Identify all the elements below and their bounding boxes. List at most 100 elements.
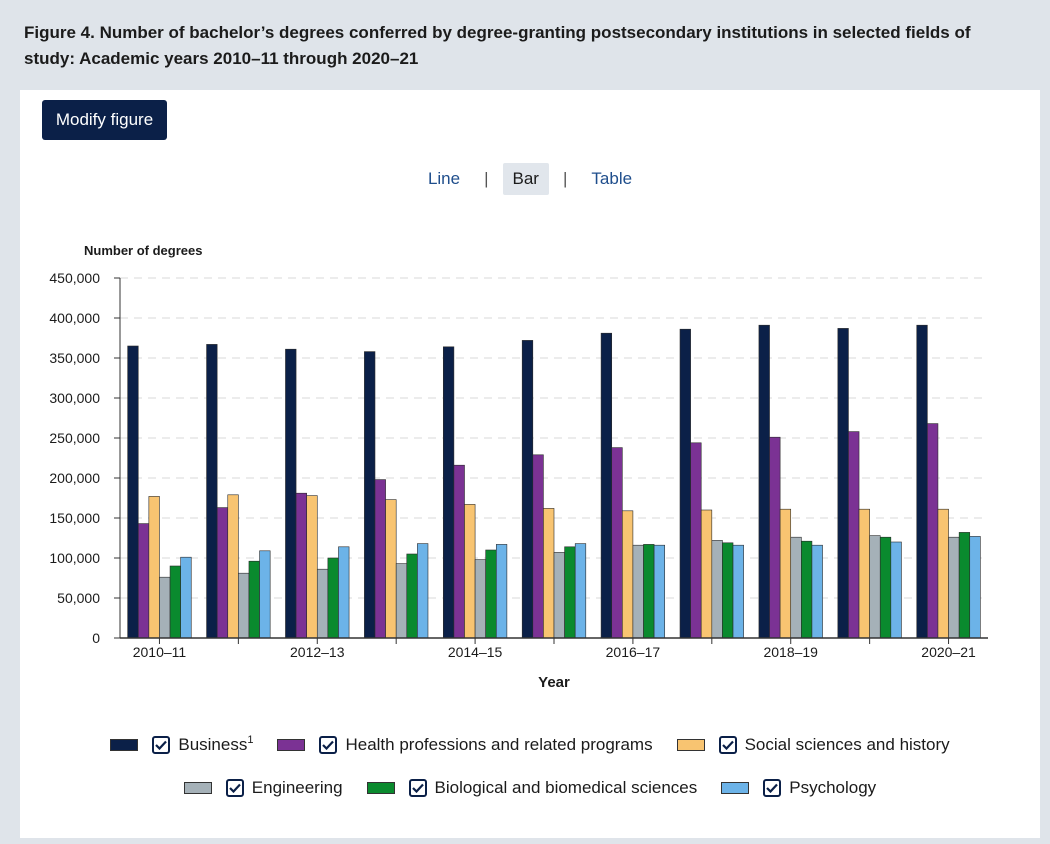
checkmark-icon [322, 740, 335, 750]
bar [306, 495, 318, 639]
y-tick-label: 350,000 [49, 350, 100, 366]
bar [848, 431, 860, 639]
bar [690, 442, 702, 639]
legend-series-name: Psychology [789, 778, 877, 797]
legend-label: Psychology [789, 778, 876, 798]
bar [553, 552, 565, 639]
bar [206, 344, 218, 639]
legend-row: Engineering Biological and biomedical sci… [20, 773, 1040, 803]
bar [127, 345, 139, 639]
bar [758, 324, 770, 639]
legend-item[interactable]: Social sciences and history [676, 735, 950, 755]
bar [779, 508, 792, 639]
bar [521, 340, 534, 639]
legend-swatch [110, 739, 139, 751]
y-tick-label: 50,000 [57, 590, 100, 606]
bar [811, 544, 823, 639]
bar [453, 464, 465, 639]
bar [543, 508, 555, 639]
chart-legend: Business1 Health professions and related … [20, 730, 1040, 816]
x-tick-label: 2012–13 [290, 644, 345, 660]
bar [285, 348, 297, 639]
bar [495, 544, 508, 639]
legend-checkbox[interactable] [718, 736, 737, 754]
y-tick-label: 250,000 [49, 430, 100, 446]
y-tick-label: 450,000 [49, 270, 100, 286]
bar [858, 508, 870, 639]
bar [137, 523, 150, 639]
legend-row: Business1 Health professions and related … [20, 730, 1040, 760]
bar [879, 536, 892, 639]
y-tick-label: 400,000 [49, 310, 100, 326]
bar [169, 565, 181, 639]
bar [869, 535, 881, 639]
legend-checkbox[interactable] [408, 779, 427, 797]
legend-item[interactable]: Biological and biomedical sciences [366, 778, 698, 798]
legend-checkbox[interactable] [152, 736, 171, 754]
bar [227, 494, 239, 639]
bar [374, 479, 386, 639]
legend-swatch [277, 739, 306, 751]
bar [653, 544, 666, 639]
legend-series-name: Engineering [251, 778, 343, 797]
legend-checkbox[interactable] [763, 779, 782, 797]
bar [442, 346, 455, 639]
bar [643, 544, 655, 639]
legend-series-name: Biological and biomedical sciences [434, 778, 698, 797]
bar [732, 544, 744, 639]
checkmark-icon [155, 740, 168, 750]
legend-swatch [676, 739, 705, 751]
bar [259, 550, 271, 639]
bar [316, 568, 329, 639]
bar [417, 543, 429, 639]
legend-checkbox[interactable] [319, 736, 338, 754]
bar [385, 499, 397, 639]
bar [611, 447, 623, 639]
tab-table[interactable]: Table [591, 169, 633, 188]
bar [180, 556, 192, 639]
tab-line[interactable]: Line [427, 169, 461, 188]
legend-label: Social sciences and history [745, 735, 950, 755]
bar [564, 546, 576, 639]
bar [600, 332, 613, 639]
x-axis-title: Year [538, 674, 570, 691]
bar [790, 536, 802, 639]
checkmark-icon [766, 783, 779, 793]
bar [216, 507, 229, 639]
legend-item[interactable]: Psychology [721, 778, 876, 798]
bar [948, 536, 960, 639]
bar [248, 560, 260, 639]
legend-item[interactable]: Engineering [183, 778, 343, 798]
legend-label: Health professions and related programs [345, 735, 652, 755]
modify-figure-button[interactable]: Modify figure [42, 100, 167, 140]
bar [927, 423, 939, 639]
x-tick-label: 2018–19 [763, 644, 818, 660]
y-tick-label: 200,000 [49, 470, 100, 486]
legend-item[interactable]: Business1 [110, 735, 253, 755]
bar [238, 572, 250, 639]
bar [532, 454, 544, 639]
bar [958, 532, 971, 639]
bar [159, 576, 171, 639]
bar [722, 542, 734, 639]
legend-swatch [366, 782, 395, 794]
y-tick-label: 150,000 [49, 510, 100, 526]
view-tabs: Line | Bar | Table [20, 162, 1040, 196]
bar [474, 559, 486, 639]
y-tick-label: 300,000 [49, 390, 100, 406]
tab-bar[interactable]: Bar [502, 163, 549, 195]
legend-checkbox[interactable] [225, 779, 244, 797]
bar [937, 508, 949, 639]
bar [969, 536, 981, 639]
figure-title: Figure 4. Number of bachelor’s degrees c… [24, 23, 971, 68]
bar [395, 563, 408, 639]
bar [916, 324, 928, 639]
x-tick-label: 2010–11 [133, 644, 187, 660]
legend-item[interactable]: Health professions and related programs [277, 735, 653, 755]
tab-separator: | [484, 169, 489, 188]
bar-chart: Number of degrees 0 50,000 100,000 150,000 20… [49, 243, 988, 691]
y-axis-title: Number of degrees [84, 243, 202, 258]
bar [148, 496, 160, 639]
legend-series-name: Social sciences and history [744, 735, 950, 754]
footnote-marker: 1 [247, 734, 254, 746]
